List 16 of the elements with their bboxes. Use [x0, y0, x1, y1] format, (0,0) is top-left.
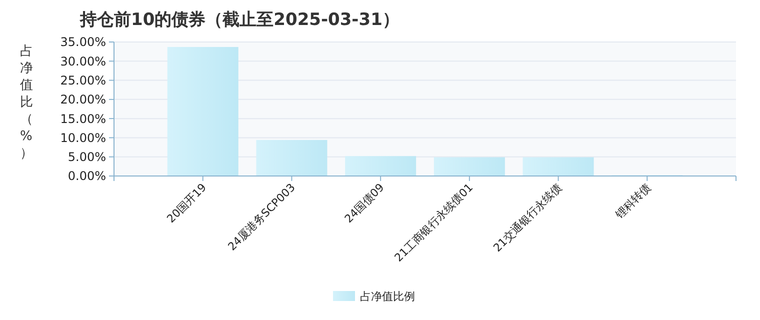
chart-title: 持仓前10的债券（截止至2025-03-31） [79, 10, 400, 30]
y-tick-label: 10.00% [60, 130, 106, 145]
y-tick-label: 35.00% [60, 35, 106, 50]
x-tick-label: 21工商银行永续债01 [392, 180, 476, 264]
y-tick-label: 5.00% [68, 150, 106, 164]
y-tick-label: 25.00% [60, 73, 106, 88]
y-tick-label: 0.00% [68, 169, 106, 184]
y-tick-label: 15.00% [60, 112, 106, 126]
y-tick-label: 20.00% [60, 92, 106, 107]
x-tick-label: 20国开19 [164, 180, 209, 226]
x-tick-label: 24国债09 [342, 180, 387, 226]
y-axis-title: 占净值比（%） [20, 44, 33, 161]
x-tick-label: 21交通银行永续债 [490, 180, 564, 254]
y-tick-label: 30.00% [60, 54, 106, 68]
x-tick-label: 锂科转债 [612, 180, 654, 222]
legend-label: 占净值比例 [360, 290, 415, 303]
